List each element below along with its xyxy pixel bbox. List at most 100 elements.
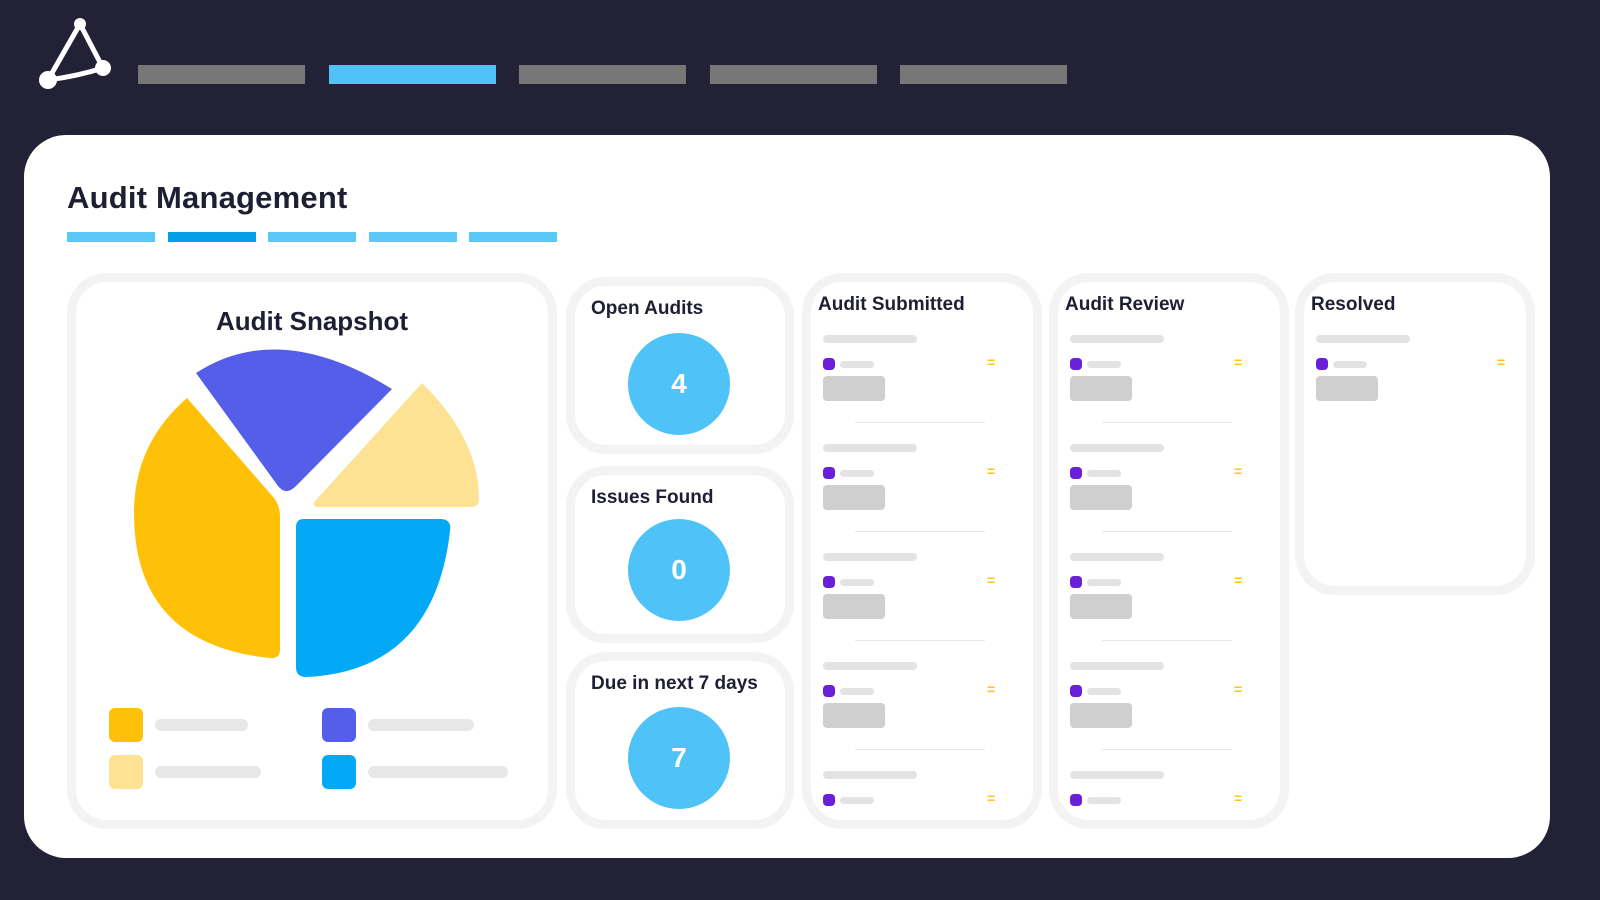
drag-handle-icon[interactable]: = — [1234, 681, 1243, 697]
task-title-placeholder — [823, 444, 917, 452]
status-dot-icon — [1070, 358, 1082, 370]
pie-chart — [134, 349, 479, 677]
drag-handle-icon[interactable]: = — [1234, 354, 1243, 370]
nav-tab-4[interactable] — [710, 65, 877, 84]
drag-handle-icon[interactable]: = — [1234, 572, 1243, 588]
task-tag-placeholder — [1070, 594, 1132, 619]
pie-slice-indigo[interactable] — [196, 349, 392, 491]
triangle-network-logo[interactable] — [38, 18, 116, 92]
resolved-column: Resolved = — [1295, 273, 1535, 595]
drag-handle-icon[interactable]: = — [987, 354, 996, 370]
task-title-placeholder — [1070, 444, 1164, 452]
due-next-7-days-card[interactable]: Due in next 7 days 7 — [566, 652, 794, 829]
task-tag-placeholder — [823, 594, 885, 619]
status-dot-icon — [823, 467, 835, 479]
task-card[interactable]: = — [1070, 444, 1260, 544]
due-next-7-days-count: 7 — [628, 707, 730, 809]
audit-snapshot-panel: Audit Snapshot — [67, 273, 557, 829]
subtab-2-active[interactable] — [168, 232, 256, 242]
task-card[interactable]: = — [823, 662, 1013, 762]
status-dot-icon — [1070, 467, 1082, 479]
task-card[interactable]: = — [1070, 335, 1260, 435]
status-dot-icon — [823, 576, 835, 588]
drag-handle-icon[interactable]: = — [987, 681, 996, 697]
issues-found-label: Issues Found — [591, 487, 714, 508]
task-title-placeholder — [1070, 771, 1164, 779]
legend-swatch-light-yellow — [109, 755, 143, 789]
status-dot-icon — [823, 794, 835, 806]
task-meta-placeholder — [840, 361, 874, 368]
task-card[interactable]: = — [1070, 662, 1260, 762]
audit-review-column: Audit Review = = = = = — [1049, 273, 1289, 829]
issues-found-count: 0 — [628, 519, 730, 621]
page-title: Audit Management — [67, 180, 348, 215]
pie-slice-blue[interactable] — [296, 519, 451, 677]
task-title-placeholder — [823, 662, 917, 670]
task-card[interactable]: = — [823, 444, 1013, 544]
nav-tab-2-active[interactable] — [329, 65, 496, 84]
task-title-placeholder — [1070, 335, 1164, 343]
divider — [855, 531, 985, 532]
subtab-1[interactable] — [67, 232, 155, 242]
divider — [855, 640, 985, 641]
legend-item-blue — [322, 755, 522, 789]
legend-label-placeholder — [155, 766, 261, 778]
audit-review-title: Audit Review — [1065, 294, 1185, 315]
task-card[interactable]: = — [823, 553, 1013, 653]
divider — [855, 422, 985, 423]
status-dot-icon — [1070, 685, 1082, 697]
issues-found-card[interactable]: Issues Found 0 — [566, 466, 794, 643]
task-meta-placeholder — [840, 579, 874, 586]
legend-label-placeholder — [155, 719, 248, 731]
subtab-5[interactable] — [469, 232, 557, 242]
resolved-title: Resolved — [1311, 294, 1396, 315]
task-card[interactable]: = — [1070, 553, 1260, 653]
open-audits-card[interactable]: Open Audits 4 — [566, 277, 794, 454]
nav-tab-5[interactable] — [900, 65, 1067, 84]
status-dot-icon — [1070, 576, 1082, 588]
task-meta-placeholder — [840, 470, 874, 477]
drag-handle-icon[interactable]: = — [987, 790, 996, 806]
nav-tab-1[interactable] — [138, 65, 305, 84]
task-meta-placeholder — [840, 797, 874, 804]
drag-handle-icon[interactable]: = — [987, 572, 996, 588]
drag-handle-icon[interactable]: = — [1234, 463, 1243, 479]
task-meta-placeholder — [840, 688, 874, 695]
task-meta-placeholder — [1087, 688, 1121, 695]
task-tag-placeholder — [1316, 376, 1378, 401]
task-tag-placeholder — [1070, 485, 1132, 510]
drag-handle-icon[interactable]: = — [1234, 790, 1243, 806]
task-tag-placeholder — [1070, 703, 1132, 728]
task-card[interactable]: = — [823, 335, 1013, 435]
status-dot-icon — [1070, 794, 1082, 806]
nav-tab-3[interactable] — [519, 65, 686, 84]
divider — [1102, 422, 1232, 423]
subtab-4[interactable] — [369, 232, 457, 242]
task-title-placeholder — [823, 553, 917, 561]
task-title-placeholder — [823, 771, 917, 779]
task-card[interactable]: = — [1316, 335, 1506, 435]
task-tag-placeholder — [823, 485, 885, 510]
divider — [855, 749, 985, 750]
task-meta-placeholder — [1087, 797, 1121, 804]
task-tag-placeholder — [1070, 376, 1132, 401]
drag-handle-icon[interactable]: = — [987, 463, 996, 479]
drag-handle-icon[interactable]: = — [1497, 354, 1506, 370]
task-meta-placeholder — [1087, 361, 1121, 368]
open-audits-count: 4 — [628, 333, 730, 435]
legend-swatch-yellow — [109, 708, 143, 742]
audit-submitted-column: Audit Submitted = = = = = — [802, 273, 1042, 829]
legend-item-light-yellow — [109, 755, 269, 789]
task-meta-placeholder — [1087, 579, 1121, 586]
task-card[interactable]: = — [823, 771, 1013, 811]
due-next-7-days-label: Due in next 7 days — [591, 673, 758, 694]
pie-slice-yellow[interactable] — [134, 398, 280, 659]
subtab-3[interactable] — [268, 232, 356, 242]
legend-label-placeholder — [368, 766, 508, 778]
legend-item-yellow — [109, 708, 249, 742]
audit-submitted-title: Audit Submitted — [818, 294, 965, 315]
pie-slice-light-yellow[interactable] — [313, 383, 479, 507]
task-card[interactable]: = — [1070, 771, 1260, 811]
task-title-placeholder — [1070, 662, 1164, 670]
legend-swatch-indigo — [322, 708, 356, 742]
